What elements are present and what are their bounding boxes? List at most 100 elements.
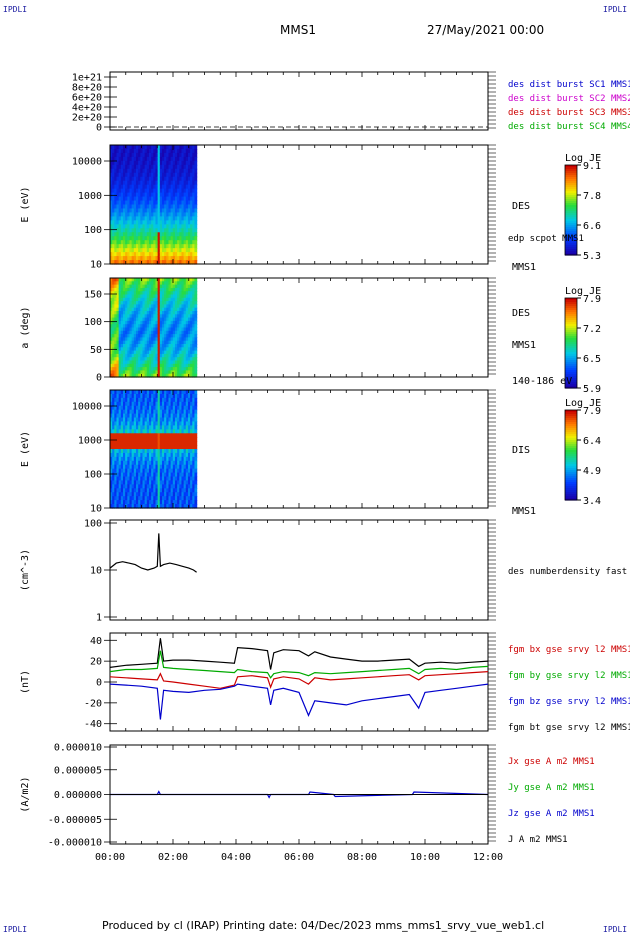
spectrogram-cell <box>172 429 176 434</box>
spectrogram-cell <box>131 256 135 261</box>
spectrogram-cell <box>161 429 165 434</box>
spectrogram-cell <box>148 301 152 305</box>
colorbar-cell <box>565 322 577 325</box>
spectrogram-cell <box>168 281 172 286</box>
spectrogram-cell <box>183 401 187 407</box>
spectrogram-cell <box>153 344 157 348</box>
spectrogram-cell <box>177 301 180 305</box>
spectrogram-cell <box>155 363 159 368</box>
spectrogram-cell <box>122 330 126 335</box>
spectrogram-cell <box>116 220 120 225</box>
spectrogram-cell <box>116 496 120 501</box>
spectrogram-cell <box>185 350 189 355</box>
spectrogram-cell <box>174 294 178 299</box>
spectrogram-cell <box>120 390 124 395</box>
spectrogram-cell <box>166 472 170 478</box>
spectrogram-cell <box>159 160 163 166</box>
spectrogram-cell <box>192 456 196 462</box>
spectrogram-cell <box>187 148 191 154</box>
spectrogram-cell <box>166 297 170 302</box>
spectrogram-cell <box>174 304 178 309</box>
spectrogram-cell <box>125 260 128 265</box>
spectrogram-cell <box>172 297 176 302</box>
spectrogram-cell <box>116 373 120 378</box>
spectrogram-cell <box>125 390 128 395</box>
spectrogram-cell <box>110 488 113 493</box>
spectrogram-cell <box>168 284 172 289</box>
spectrogram-cell <box>142 413 146 419</box>
spectrogram-cell <box>166 281 170 286</box>
spectrogram-cell <box>192 337 196 342</box>
spectrogram-cell <box>131 340 135 345</box>
spectrogram-cell <box>157 320 161 325</box>
spectrogram-cell <box>181 145 185 150</box>
spectrogram-cell <box>187 496 191 501</box>
spectrogram-cell <box>153 294 157 299</box>
spectrogram-cell <box>146 504 150 509</box>
spectrogram-cell <box>148 429 152 434</box>
spectrogram-cell <box>127 363 131 368</box>
spectrogram-cell <box>120 500 124 505</box>
spectrogram-cell <box>148 330 152 335</box>
spectrogram-cell <box>122 344 126 348</box>
spectrogram-cell <box>135 496 139 501</box>
colorbar-cell <box>565 221 577 224</box>
spectrogram-cell <box>164 405 167 411</box>
spectrogram-cell <box>140 188 144 194</box>
spectrogram-cell <box>148 188 152 194</box>
spectrogram-cell <box>127 176 131 182</box>
spectrogram-cell <box>166 252 170 257</box>
spectrogram-cell <box>138 156 141 162</box>
spectrogram-cell <box>112 244 115 249</box>
spectrogram-cell <box>127 500 131 505</box>
spectrogram-cell <box>127 160 131 166</box>
spectrogram-cell <box>127 492 131 497</box>
spectrogram-cell <box>148 156 152 162</box>
colorbar-tick-label: 7.9 <box>583 406 601 417</box>
spectrogram-cell <box>174 160 178 166</box>
spectrogram-cell <box>135 220 139 225</box>
spectrogram-cell <box>125 284 128 289</box>
spectrogram-cell <box>140 476 144 482</box>
spectrogram-cell <box>127 224 131 229</box>
spectrogram-cell <box>127 460 131 466</box>
spectrogram-cell <box>142 317 146 322</box>
spectrogram-cell <box>148 180 152 186</box>
spectrogram-cell <box>112 314 115 319</box>
spectrogram-cell <box>146 337 150 342</box>
spectrogram-cell <box>174 168 178 174</box>
spectrogram-cell <box>190 496 193 501</box>
spectrogram-cell <box>146 330 150 335</box>
spectrogram-cell <box>172 373 176 378</box>
spectrogram-cell <box>148 314 152 319</box>
spectrogram-cell <box>181 390 185 395</box>
spectrogram-cell <box>131 417 135 423</box>
spectrogram-cell <box>174 236 178 241</box>
spectrogram-cell <box>131 244 135 249</box>
spectrogram-cell <box>133 256 137 261</box>
spectrogram-cell <box>164 441 167 446</box>
spectrogram-cell <box>120 367 124 371</box>
spectrogram-cell <box>110 281 113 286</box>
legend-entry: J A m2 MMS1 <box>508 835 568 845</box>
spectrogram-cell <box>142 297 146 302</box>
spectrogram-cell <box>187 429 191 434</box>
spectrogram-cell <box>155 464 159 470</box>
spectrogram-cell <box>181 228 185 233</box>
spectrogram-cell <box>174 350 178 355</box>
spectrogram-cell <box>155 188 159 194</box>
spectrogram-cell <box>168 176 172 182</box>
spectrogram-cell <box>157 433 161 438</box>
spectrogram-cell <box>168 397 172 403</box>
spectrogram-cell <box>118 320 122 325</box>
spectrogram-cell <box>138 278 141 282</box>
spectrogram-cell <box>170 460 174 466</box>
spectrogram-cell <box>122 417 126 423</box>
spectrogram-cell <box>114 433 118 438</box>
spectrogram-cell <box>185 353 189 358</box>
spectrogram-cell <box>142 334 146 338</box>
spectrogram-cell <box>116 200 120 206</box>
spectrogram-cell <box>133 337 137 342</box>
spectrogram-cell <box>116 314 120 319</box>
spectrogram-cell <box>129 350 133 355</box>
